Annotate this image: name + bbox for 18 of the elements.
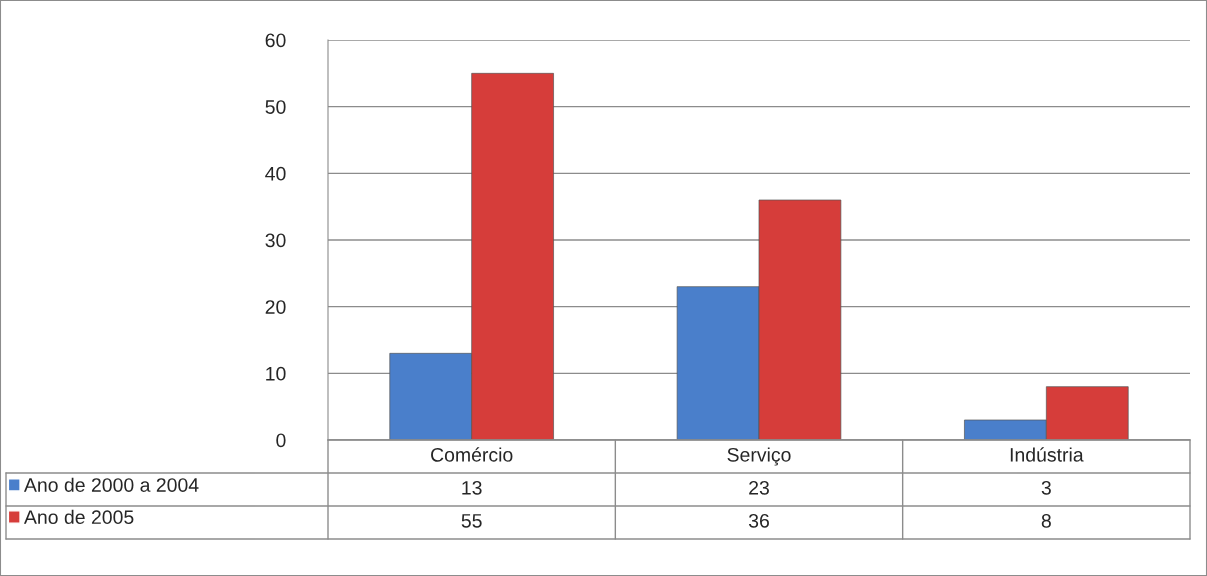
y-tick-label: 30 bbox=[265, 233, 286, 248]
data-label: 55 bbox=[461, 514, 482, 528]
y-tick-label: 10 bbox=[266, 366, 286, 381]
data-label: 3 bbox=[1041, 480, 1051, 495]
x-tick-label: Indústria bbox=[1010, 447, 1084, 462]
y-tick-label: 50 bbox=[265, 100, 286, 114]
x-tick-label: Comércio bbox=[431, 447, 513, 462]
y-tick-label: 60 bbox=[265, 33, 286, 48]
data-label: 8 bbox=[1041, 513, 1051, 528]
legend-label: Ano de 2005 bbox=[23, 509, 134, 525]
x-tick-label: Serviço bbox=[727, 447, 791, 466]
data-label: 36 bbox=[748, 513, 769, 528]
data-label: 13 bbox=[462, 480, 482, 495]
y-tick-label: 20 bbox=[265, 300, 286, 314]
y-tick-label: 40 bbox=[265, 166, 286, 181]
legend-label: Ano de 2000 a 2004 bbox=[23, 477, 199, 492]
y-tick-label: 0 bbox=[276, 433, 286, 448]
data-label: 23 bbox=[749, 480, 769, 495]
